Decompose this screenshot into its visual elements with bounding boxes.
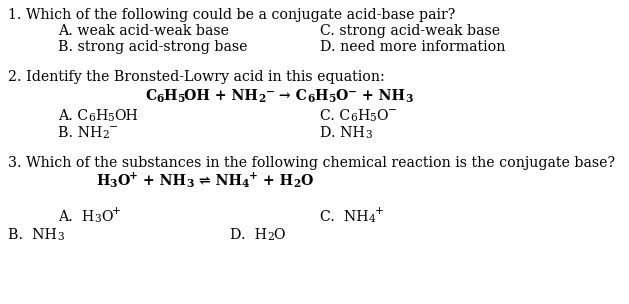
Text: D.  H: D. H	[230, 228, 267, 242]
Text: C. C: C. C	[320, 109, 350, 123]
Text: C.  NH: C. NH	[320, 210, 369, 224]
Text: 3: 3	[365, 130, 372, 140]
Text: 6: 6	[308, 93, 314, 104]
Text: 3: 3	[57, 232, 64, 242]
Text: O: O	[101, 210, 113, 224]
Text: 5: 5	[369, 112, 376, 123]
Text: +: +	[249, 171, 258, 181]
Text: + H: + H	[258, 174, 293, 188]
Text: OH: OH	[114, 109, 138, 123]
Text: B. NH: B. NH	[58, 126, 103, 140]
Text: 3: 3	[94, 214, 101, 223]
Text: −: −	[109, 123, 118, 133]
Text: H: H	[96, 174, 109, 188]
Text: 4: 4	[242, 178, 249, 188]
Text: +: +	[376, 206, 384, 216]
Text: −: −	[387, 105, 396, 116]
Text: ⇌ NH: ⇌ NH	[194, 174, 242, 188]
Text: A.  H: A. H	[58, 210, 94, 224]
Text: H: H	[164, 89, 177, 103]
Text: O: O	[274, 228, 285, 242]
Text: C. strong acid-weak base: C. strong acid-weak base	[320, 24, 500, 38]
Text: 3: 3	[186, 178, 194, 188]
Text: 6: 6	[350, 112, 357, 123]
Text: + NH: + NH	[357, 89, 405, 103]
Text: D. need more information: D. need more information	[320, 40, 505, 54]
Text: H: H	[357, 109, 369, 123]
Text: −: −	[265, 85, 274, 96]
Text: 6: 6	[88, 112, 95, 123]
Text: +: +	[129, 171, 138, 181]
Text: 2: 2	[293, 178, 300, 188]
Text: O: O	[300, 174, 313, 188]
Text: O: O	[117, 174, 129, 188]
Text: −: −	[348, 85, 357, 96]
Text: 3. Which of the substances in the following chemical reaction is the conjugate b: 3. Which of the substances in the follow…	[8, 156, 615, 170]
Text: +: +	[113, 206, 121, 216]
Text: O: O	[376, 109, 387, 123]
Text: 3: 3	[109, 178, 117, 188]
Text: B.  NH: B. NH	[8, 228, 57, 242]
Text: 5: 5	[328, 93, 336, 104]
Text: 6: 6	[156, 93, 164, 104]
Text: D. NH: D. NH	[320, 126, 365, 140]
Text: 2. Identify the Bronsted-Lowry acid in this equation:: 2. Identify the Bronsted-Lowry acid in t…	[8, 70, 385, 84]
Text: 4: 4	[369, 214, 376, 223]
Text: B. strong acid-strong base: B. strong acid-strong base	[58, 40, 247, 54]
Text: C: C	[145, 89, 156, 103]
Text: 2: 2	[103, 130, 109, 140]
Text: 5: 5	[108, 112, 114, 123]
Text: 5: 5	[177, 93, 184, 104]
Text: 2: 2	[267, 232, 274, 242]
Text: + NH: + NH	[138, 174, 186, 188]
Text: H: H	[95, 109, 108, 123]
Text: A. weak acid-weak base: A. weak acid-weak base	[58, 24, 229, 38]
Text: O: O	[336, 89, 348, 103]
Text: 3: 3	[405, 93, 412, 104]
Text: A. C: A. C	[58, 109, 88, 123]
Text: 2: 2	[259, 93, 265, 104]
Text: OH + NH: OH + NH	[184, 89, 259, 103]
Text: → C: → C	[274, 89, 308, 103]
Text: H: H	[314, 89, 328, 103]
Text: 1. Which of the following could be a conjugate acid-base pair?: 1. Which of the following could be a con…	[8, 8, 455, 22]
